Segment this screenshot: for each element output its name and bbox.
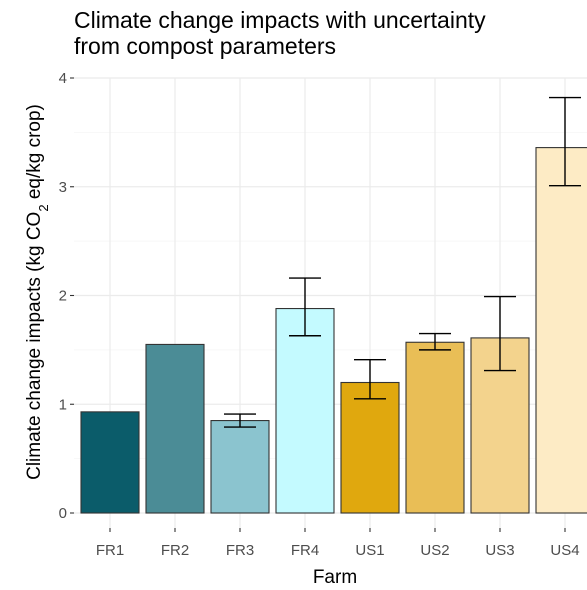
error-bar-fr3 bbox=[224, 413, 256, 428]
error-bar-fr4 bbox=[289, 277, 321, 337]
error-bars bbox=[224, 96, 581, 428]
bar-fr2 bbox=[145, 343, 205, 514]
y-tick-label: 0 bbox=[59, 505, 67, 522]
bar-fr3 bbox=[210, 420, 270, 514]
y-tick-label: 4 bbox=[59, 70, 67, 87]
x-tick-label-fr1: FR1 bbox=[96, 542, 124, 559]
y-title-subscript: 2 bbox=[36, 204, 51, 211]
x-tick-label-us1: US1 bbox=[355, 542, 384, 559]
x-tick-label-fr2: FR2 bbox=[161, 542, 189, 559]
chart-title-line-2: from compost parameters bbox=[74, 33, 336, 59]
bar-fr4 bbox=[275, 307, 335, 514]
bar-us4 bbox=[535, 147, 587, 514]
y-title-part-1: Climate change impacts (kg CO bbox=[24, 212, 45, 480]
y-tick-label: 1 bbox=[59, 396, 67, 413]
chart-title: Climate change impacts with uncertaintyf… bbox=[74, 7, 486, 59]
x-tick-label-us2: US2 bbox=[420, 542, 449, 559]
bars bbox=[80, 147, 587, 514]
error-bar-us1 bbox=[354, 358, 386, 400]
x-axis: FR1 FR2 FR3 FR4 US1 US2 US3 US4 bbox=[96, 528, 580, 559]
x-tick-label-fr3: FR3 bbox=[226, 542, 254, 559]
y-axis-title: Climate change impacts (kg CO2 eq/kg cro… bbox=[24, 104, 51, 480]
bar-fr1 bbox=[80, 411, 140, 514]
error-bar-us4 bbox=[549, 96, 581, 187]
y-tick-label: 2 bbox=[59, 288, 67, 305]
chart-title-line-1: Climate change impacts with uncertainty bbox=[74, 7, 486, 33]
bar-us1 bbox=[340, 381, 400, 514]
bar-us2 bbox=[405, 341, 465, 514]
y-title-part-3: eq/kg crop) bbox=[24, 104, 45, 204]
x-tick-label-fr4: FR4 bbox=[291, 542, 319, 559]
x-axis-title: Farm bbox=[313, 567, 357, 588]
x-tick-label-us3: US3 bbox=[485, 542, 514, 559]
y-axis: 0 1 2 3 4 bbox=[59, 70, 74, 522]
y-tick-label: 3 bbox=[59, 179, 67, 196]
error-bar-us2 bbox=[419, 332, 451, 351]
error-bar-us3 bbox=[484, 295, 516, 372]
x-tick-label-us4: US4 bbox=[550, 542, 579, 559]
